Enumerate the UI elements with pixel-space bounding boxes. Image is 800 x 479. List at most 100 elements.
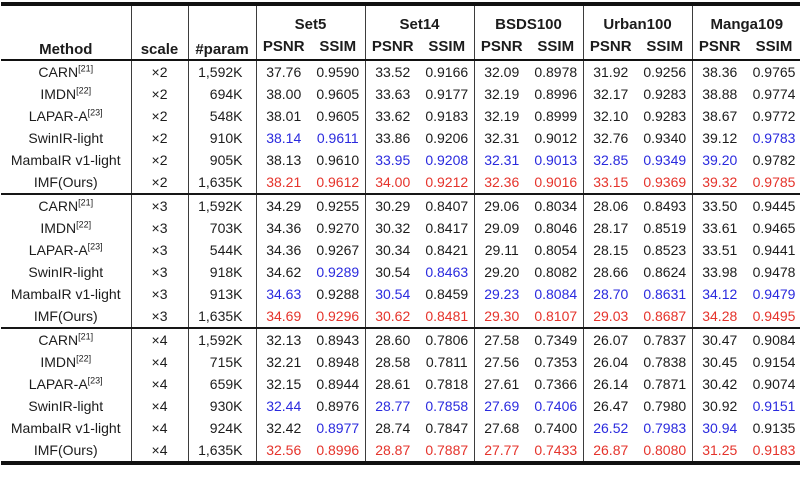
table-row: MambaIR v1-light ×4 924K 32.42 0.8977 28.74 0.… [1,417,800,439]
scale-cell: ×4 [130,327,188,351]
value-cell: 28.61 [364,373,420,395]
method-citation: [22] [76,85,92,96]
table-row: LAPAR-A[23] ×4 659K 32.15 0.8944 28.61 0.7818 2… [1,373,800,395]
method-name: SwinIR-light [28,398,104,414]
value-cell: 0.8459 [425,286,469,302]
method-cell: IMDN[22] [1,351,131,373]
value-cell: 26.47 [582,395,639,417]
method-name: LAPAR-A [28,376,88,392]
param-cell: 1,592K [187,327,256,351]
value-cell: 0.9495 [752,308,796,324]
value-cell: 32.09 [473,60,529,83]
value-cell: 32.10 [582,105,639,127]
method-name: IMF(Ours) [33,442,98,458]
value-cell: 33.95 [364,149,420,171]
value-cell: 27.68 [473,417,529,439]
param-cell: 544K [187,239,256,261]
value-cell: 34.29 [255,193,311,217]
method-name: IMDN [40,86,77,102]
method-citation: [21] [78,63,94,74]
value-cell: 28.66 [582,261,639,283]
method-cell: CARN[21] [1,60,131,83]
method-name: LAPAR-A [28,242,88,258]
method-citation: [23] [87,241,103,252]
table-body: CARN[21] ×2 1,592K 37.76 0.9590 33.52 0.9166 32… [1,60,800,463]
value-cell: 0.7811 [425,354,468,370]
method-name: SwinIR-light [28,130,104,146]
value-cell: 34.00 [364,171,420,194]
value-cell: 26.07 [582,327,639,351]
subheader-ssim: SSIM [319,38,357,55]
table-row: SwinIR-light ×3 918K 34.62 0.9289 30.54 0.8463… [1,261,800,283]
value-cell: 0.8976 [316,398,360,414]
value-cell: 0.9369 [643,174,687,190]
value-cell: 30.47 [691,327,748,351]
table-row: MambaIR v1-light ×2 905K 38.13 0.9610 33.95 0.… [1,149,800,171]
value-cell: 27.69 [473,395,529,417]
value-cell: 0.9154 [752,354,796,370]
value-cell: 0.7983 [643,420,687,436]
table-row: CARN[21] ×4 1,592K 32.13 0.8943 28.60 0.7806 27… [1,327,800,351]
table-row: CARN[21] ×2 1,592K 37.76 0.9590 33.52 0.9166 32… [1,60,800,83]
param-cell: 910K [187,127,256,149]
value-cell: 38.67 [691,105,748,127]
value-cell: 39.20 [691,149,748,171]
scale-cell: ×3 [130,193,188,217]
value-cell: 38.88 [691,83,748,105]
table-row: IMDN[22] ×4 715K 32.21 0.8948 28.58 0.7811 27.5… [1,351,800,373]
value-cell: 0.8481 [425,308,469,324]
value-cell: 0.9289 [316,264,360,280]
method-cell: IMF(Ours) [1,305,131,328]
value-cell: 27.61 [473,373,529,395]
value-cell: 0.7858 [425,398,469,414]
value-cell: 30.92 [691,395,748,417]
param-cell: 548K [187,105,256,127]
param-cell: 1,635K [187,439,256,463]
param-cell: 905K [187,149,256,171]
value-cell: 32.31 [473,149,529,171]
value-cell: 32.31 [473,127,529,149]
value-cell: 0.8080 [643,442,687,458]
value-cell: 0.8054 [534,242,578,258]
method-cell: IMDN[22] [1,217,131,239]
value-cell: 37.76 [255,60,311,83]
method-citation: [22] [76,219,92,230]
value-cell: 0.7406 [534,398,578,414]
value-cell: 0.9465 [752,220,796,236]
value-cell: 28.60 [364,327,420,351]
value-cell: 0.7838 [643,354,687,370]
value-cell: 30.54 [364,283,420,305]
table-row: MambaIR v1-light ×3 913K 34.63 0.9288 30.54 0.… [1,283,800,305]
value-cell: 38.21 [255,171,311,194]
method-cell: SwinIR-light [1,395,131,417]
value-cell: 0.9340 [643,130,687,146]
value-cell: 0.9605 [316,86,360,102]
value-cell: 0.8948 [316,354,360,370]
method-name: CARN [38,198,79,214]
value-cell: 32.15 [255,373,311,395]
value-cell: 34.12 [691,283,748,305]
value-cell: 0.7366 [534,376,578,392]
value-cell: 0.9183 [752,442,796,458]
value-cell: 0.7980 [643,398,687,414]
value-cell: 0.7818 [425,376,469,392]
table-row: SwinIR-light ×2 910K 38.14 0.9611 33.86 0.9206… [1,127,800,149]
value-cell: 33.61 [691,217,748,239]
value-cell: 0.8687 [643,308,687,324]
value-cell: 28.58 [364,351,420,373]
value-cell: 0.7400 [534,420,578,436]
value-cell: 0.8082 [534,264,578,280]
value-cell: 0.9013 [534,152,578,168]
value-cell: 0.9610 [316,152,360,168]
param-cell: 913K [187,283,256,305]
table-row: IMDN[22] ×2 694K 38.00 0.9605 33.63 0.9177 32.1… [1,83,800,105]
method-cell: LAPAR-A[23] [1,373,131,395]
param-cell: 694K [187,83,256,105]
value-cell: 0.9441 [752,242,796,258]
table-row: LAPAR-A[23] ×3 544K 34.36 0.9267 30.34 0.8421 2… [1,239,800,261]
method-cell: LAPAR-A[23] [1,239,131,261]
value-cell: 30.32 [364,217,420,239]
value-cell: 0.9296 [316,308,360,324]
value-cell: 0.9135 [752,420,796,436]
table-header: Method scale #param Set5 Set14 BSDS100 U… [1,4,800,60]
